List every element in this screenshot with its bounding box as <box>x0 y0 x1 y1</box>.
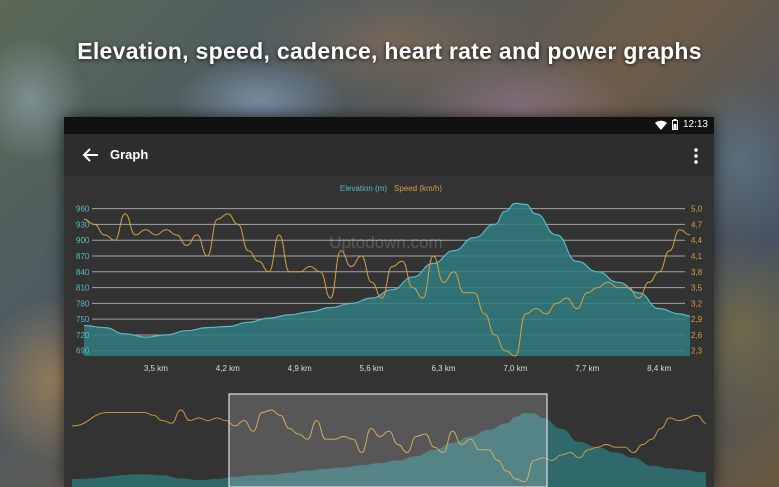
x-tick: 6,3 km <box>431 364 455 373</box>
y-left-tick: 780 <box>76 299 90 308</box>
y-right-tick: 3,5 <box>691 284 703 293</box>
y-left-tick: 930 <box>76 220 90 229</box>
right-axis-ticks: 5,0 4,7 4,4 4,1 3,8 3,5 3,2 2,9 2,6 2,3 <box>691 205 703 356</box>
y-left-tick: 870 <box>76 252 90 261</box>
legend-elevation: Elevation (m) <box>340 184 387 193</box>
x-tick: 7,0 km <box>503 364 527 373</box>
x-tick: 5,6 km <box>360 364 384 373</box>
overflow-menu-icon[interactable] <box>692 146 700 166</box>
y-right-tick: 2,6 <box>691 331 703 340</box>
overview-selection-window[interactable] <box>228 393 548 487</box>
page-title: Graph <box>110 147 149 162</box>
left-axis-ticks: 960 930 900 870 840 810 780 750 720 690 <box>76 205 90 356</box>
elevation-line <box>83 202 691 338</box>
back-arrow-icon[interactable] <box>80 144 102 166</box>
y-left-tick: 690 <box>76 347 90 356</box>
x-axis-ticks: 3,5 km 4,2 km 4,9 km 5,6 km 6,3 km 7,0 km 7,7 … <box>144 364 672 373</box>
app-bar: Graph <box>64 134 714 176</box>
y-left-tick: 750 <box>76 315 90 324</box>
wifi-icon <box>654 120 667 130</box>
overview-chart[interactable] <box>64 384 714 487</box>
y-left-tick: 810 <box>76 284 90 293</box>
y-left-tick: 840 <box>76 268 90 277</box>
overview-speed-line <box>71 409 707 483</box>
speed-line <box>83 213 691 357</box>
x-tick: 8,4 km <box>647 364 671 373</box>
y-left-tick: 900 <box>76 236 90 245</box>
main-graph[interactable]: Elevation (m) Speed (km/h) 960 930 900 870 84… <box>64 176 714 384</box>
elevation-area <box>84 203 690 356</box>
legend: Elevation (m) Speed (km/h) <box>340 184 442 193</box>
y-left-tick: 720 <box>76 331 90 340</box>
y-right-tick: 2,9 <box>691 315 703 324</box>
battery-icon <box>671 119 678 130</box>
elevation-speed-chart[interactable]: Elevation (m) Speed (km/h) 960 930 900 870 84… <box>64 176 714 384</box>
y-right-tick: 3,2 <box>691 299 703 308</box>
y-right-tick: 4,1 <box>691 252 703 261</box>
y-right-tick: 4,7 <box>691 220 703 229</box>
x-tick: 3,5 km <box>144 364 168 373</box>
device-screen: 12:13 Graph Elevation (m) Speed (km/h) 96… <box>64 117 714 487</box>
y-left-tick: 960 <box>76 205 90 214</box>
x-tick: 4,2 km <box>216 364 240 373</box>
promo-headline: Elevation, speed, cadence, heart rate an… <box>77 38 702 64</box>
legend-speed: Speed (km/h) <box>394 184 442 193</box>
status-time: 12:13 <box>682 119 708 130</box>
y-right-tick: 4,4 <box>691 236 703 245</box>
x-tick: 4,9 km <box>288 364 312 373</box>
y-right-tick: 5,0 <box>691 205 703 214</box>
overview-graph[interactable] <box>64 384 714 487</box>
status-bar: 12:13 <box>64 117 714 134</box>
y-right-tick: 3,8 <box>691 268 703 277</box>
x-tick: 7,7 km <box>575 364 599 373</box>
y-right-tick: 2,3 <box>691 347 703 356</box>
watermark: Uptodown.com <box>329 233 442 252</box>
